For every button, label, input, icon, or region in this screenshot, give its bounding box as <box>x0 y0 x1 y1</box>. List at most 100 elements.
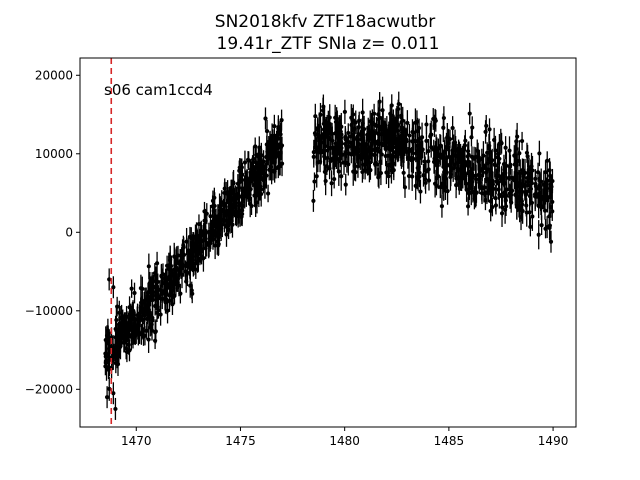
data-point-1337 <box>548 171 553 198</box>
data-point-969 <box>366 146 371 176</box>
data-point-629 <box>107 376 112 401</box>
data-point-883 <box>312 119 318 148</box>
data-point-841 <box>353 110 358 135</box>
data-point-1382 <box>440 173 445 194</box>
y-tick-label-2: 0 <box>65 225 73 239</box>
data-point-931 <box>381 110 386 135</box>
data-point-1320 <box>519 131 525 151</box>
data-point-916 <box>352 126 357 152</box>
data-point-1370 <box>539 194 544 220</box>
data-point-436 <box>129 279 134 298</box>
data-point-961 <box>328 137 333 159</box>
data-point-535 <box>115 296 120 317</box>
data-point-630 <box>106 347 111 368</box>
data-point-485 <box>202 212 207 230</box>
data-point-587 <box>184 227 189 256</box>
data-point-1183 <box>481 141 486 171</box>
data-point-698 <box>312 172 317 191</box>
data-point-898 <box>333 112 339 132</box>
data-point-638 <box>210 190 216 212</box>
data-point-933 <box>359 122 364 145</box>
data-point-642 <box>135 303 140 327</box>
data-point-1387 <box>537 173 543 203</box>
data-point-1396 <box>263 107 268 130</box>
data-point-949 <box>390 129 395 159</box>
data-point-617 <box>214 214 219 233</box>
data-point-509 <box>153 283 159 301</box>
data-point-490 <box>104 353 109 381</box>
chart-title-line-1: SN2018kfv ZTF18acwutbr <box>215 12 435 32</box>
data-point-598 <box>216 218 222 243</box>
data-point-952 <box>388 118 394 139</box>
data-point-1302 <box>524 142 530 163</box>
data-point-1273 <box>528 217 533 237</box>
data-point-839 <box>369 144 374 165</box>
data-point-328 <box>253 137 258 156</box>
data-point-923 <box>394 105 399 131</box>
x-tick-label-3: 1485 <box>434 434 465 448</box>
data-point-1366 <box>512 145 517 167</box>
data-point-959 <box>391 150 396 178</box>
data-point-603 <box>248 167 254 188</box>
data-point-585 <box>184 255 190 277</box>
y-tick-label-1: −10000 <box>25 304 73 318</box>
data-point-913 <box>317 112 322 140</box>
data-point-957 <box>335 117 341 142</box>
data-point-1176 <box>483 120 488 144</box>
data-point-594 <box>166 269 171 289</box>
data-point-643 <box>279 109 284 131</box>
data-point-1393 <box>111 382 116 405</box>
data-point-843 <box>396 91 401 117</box>
data-point-375 <box>190 284 195 304</box>
data-point-1316 <box>420 140 425 159</box>
data-point-1373 <box>476 161 481 189</box>
data-point-823 <box>376 163 381 189</box>
data-point-932 <box>350 107 355 133</box>
data-point-1333 <box>453 140 458 159</box>
data-point-1386 <box>528 171 533 200</box>
data-point-635 <box>231 188 236 212</box>
data-point-1243 <box>526 160 531 186</box>
data-point-1355 <box>532 185 538 204</box>
data-point-400 <box>152 263 157 284</box>
data-point-528 <box>259 142 264 168</box>
data-point-637 <box>142 287 148 313</box>
data-point-1362 <box>487 118 492 141</box>
data-point-1321 <box>456 139 461 165</box>
data-point-599 <box>173 272 179 296</box>
data-point-1371 <box>475 139 480 162</box>
data-point-538 <box>129 305 134 332</box>
data-point-610 <box>127 296 132 319</box>
data-point-1257 <box>464 177 469 202</box>
data-point-782 <box>327 157 332 180</box>
data-point-958 <box>374 152 380 176</box>
data-point-944 <box>402 176 408 198</box>
data-point-1313 <box>422 151 427 172</box>
data-point-1381 <box>515 173 520 197</box>
data-point-636 <box>148 276 153 304</box>
data-point-1135 <box>405 147 410 169</box>
data-point-1368 <box>429 120 434 149</box>
data-point-794 <box>315 152 320 173</box>
data-point-1367 <box>514 155 519 175</box>
data-point-1211 <box>424 127 429 155</box>
data-point-483 <box>140 276 145 302</box>
data-point-899 <box>324 157 329 176</box>
data-point-530 <box>154 251 160 275</box>
data-point-1388 <box>411 121 416 144</box>
data-point-624 <box>224 181 229 205</box>
data-point-572 <box>233 202 238 221</box>
data-point-12 <box>242 150 248 175</box>
data-point-604 <box>142 326 148 346</box>
data-point-1010 <box>418 179 423 204</box>
data-point-946 <box>320 132 325 153</box>
data-point-563 <box>237 160 242 181</box>
data-point-800 <box>360 98 365 127</box>
data-point-1277 <box>410 162 415 191</box>
data-point-1185 <box>536 220 541 250</box>
data-point-1242 <box>406 162 412 190</box>
data-point-639 <box>122 326 127 350</box>
data-point-579 <box>256 180 261 208</box>
data-point-1171 <box>445 155 450 176</box>
data-point-541 <box>132 282 137 304</box>
